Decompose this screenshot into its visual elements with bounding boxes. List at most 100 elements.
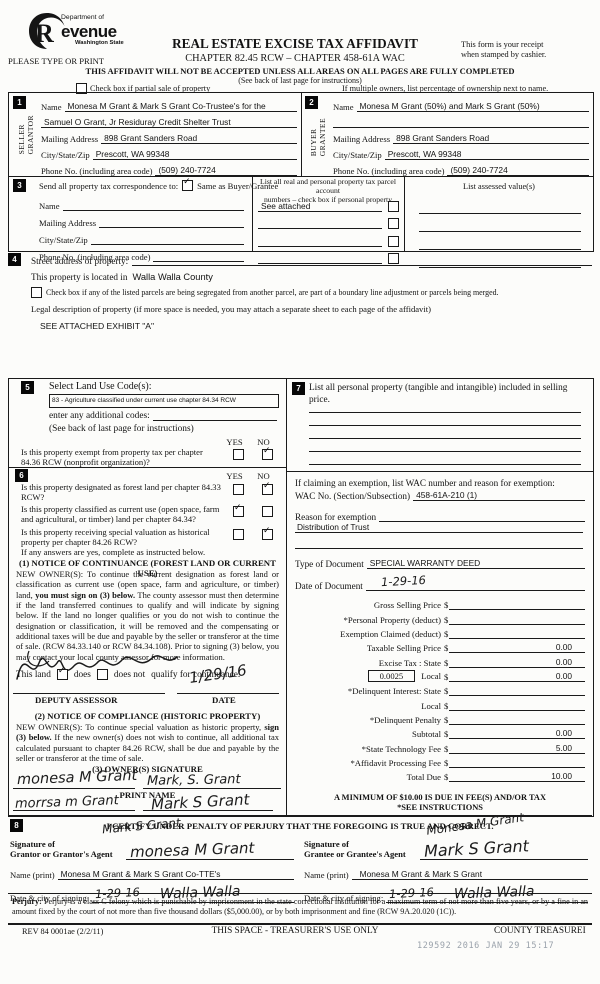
personal-property-checkbox[interactable] (388, 201, 399, 213)
same-as-buyer-checkbox[interactable]: ✓ (182, 178, 194, 191)
grantee-signature-line[interactable] (420, 859, 588, 860)
land-use-code-select[interactable]: 83 - Agriculture classified under curren… (49, 394, 279, 408)
does-checkbox[interactable]: ✓ (56, 667, 68, 680)
reason-field[interactable] (379, 511, 585, 522)
seller-grantor-vertical-label: SELLER GRANTOR (17, 115, 35, 155)
wac-number-field[interactable]: 458-61A-210 (1) (413, 490, 585, 501)
money-value-field[interactable]: 0.00 (449, 671, 585, 683)
assessed-value-field[interactable] (419, 250, 581, 268)
money-row: Exemption Claimed (deduct) $ (289, 625, 585, 640)
corr-phone-field[interactable] (153, 251, 244, 262)
money-value-field[interactable]: 0.00 (449, 728, 585, 740)
money-label: Local (421, 671, 441, 682)
does-label: does (73, 669, 91, 680)
seller-name-field[interactable]: Monesa M Grant & Mark S Grant Co-Trustee… (64, 101, 297, 112)
seller-name-field-2[interactable]: Samuel O Grant, Jr Residuray Credit Shel… (41, 117, 297, 128)
yes-checkbox[interactable] (233, 528, 244, 540)
money-value-field[interactable] (449, 614, 585, 625)
money-label: *Personal Property (deduct) (343, 614, 441, 625)
money-value-field[interactable] (449, 757, 585, 769)
personal-property-field[interactable] (309, 438, 581, 439)
exempt-question-row: Is this property exempt from property ta… (21, 447, 283, 468)
no-checkbox[interactable]: ✓ (262, 526, 273, 540)
corr-citystatezip-field[interactable] (90, 234, 244, 245)
no-checkbox[interactable] (262, 506, 273, 518)
personal-property-field[interactable] (309, 451, 581, 452)
reason-line-3[interactable] (295, 548, 583, 549)
additional-codes-row: enter any additional codes: (49, 409, 277, 421)
section-4-badge: 4 (8, 253, 21, 266)
money-value-field[interactable]: 0.00 (449, 657, 585, 668)
no-checkbox[interactable]: ✓ (262, 481, 273, 495)
money-value-field[interactable] (449, 599, 585, 611)
personal-property-field[interactable] (309, 464, 581, 465)
dollar-sign: $ (444, 643, 449, 654)
county-field[interactable]: Walla Walla County (132, 272, 213, 282)
buyer-mailing-field[interactable]: 898 Grant Sanders Road (393, 133, 589, 144)
personal-property-checkbox[interactable] (388, 235, 399, 247)
money-value-field[interactable]: 0.00 (449, 642, 585, 654)
personal-property-checkbox[interactable] (388, 218, 399, 230)
owner-signature-line-2[interactable] (143, 788, 281, 789)
deputy-signature-line[interactable] (13, 693, 165, 694)
money-value-field[interactable] (449, 714, 585, 726)
yes-checkbox[interactable]: ✓ (233, 504, 244, 518)
check-icon: ✓ (263, 481, 271, 491)
assessed-value-field[interactable] (419, 214, 581, 232)
parcel-number-field[interactable]: See attached (258, 201, 382, 213)
dollar-sign: $ (444, 686, 449, 697)
exempt-no-checkbox[interactable]: ✓ (262, 447, 273, 460)
personal-property-checkbox[interactable] (388, 252, 399, 264)
buyer-phone-field[interactable]: (509) 240-7724 (447, 165, 589, 176)
assessed-values-header: List assessed value(s) (463, 182, 535, 191)
personal-property-field[interactable] (309, 425, 581, 426)
street-address-field[interactable] (132, 255, 592, 266)
section-6-badge: 6 (15, 469, 28, 482)
segregated-checkbox[interactable] (31, 287, 42, 298)
legal-description-value[interactable]: SEE ATTACHED EXHIBIT "A" (40, 321, 155, 331)
additional-codes-field[interactable] (152, 410, 277, 421)
grantee-date-city-field[interactable]: 1-29-16 Walla Walla (386, 884, 588, 903)
personal-property-field[interactable] (309, 412, 581, 413)
seller-citystatezip-field[interactable]: Prescott, WA 99348 (92, 149, 297, 160)
print-name-line-2[interactable] (143, 810, 273, 811)
money-label: Gross Selling Price (373, 600, 441, 611)
grantor-name-print-field[interactable]: Monesa M Grant & Mark S Grant Co-TTE's (57, 869, 294, 880)
money-value-field[interactable] (449, 700, 585, 711)
seller-mailing-field[interactable]: 898 Grant Sanders Road (101, 133, 297, 144)
money-value-field[interactable] (449, 685, 585, 697)
money-value-field[interactable]: 5.00 (449, 743, 585, 754)
parcel-number-field[interactable] (258, 236, 382, 247)
parcel-row: See attached (258, 195, 399, 213)
money-value-field[interactable] (449, 628, 585, 640)
grantee-name-print-field[interactable]: Monesa M Grant & Mark S Grant (351, 869, 588, 880)
grantee-signature-extra: Monesa M Grant (425, 810, 525, 838)
partial-sale-checkbox[interactable] (76, 83, 87, 94)
parcel-number-field[interactable] (258, 253, 382, 264)
date-of-document-field[interactable]: 1-29-16 (365, 572, 585, 591)
corr-mailing-field[interactable] (99, 217, 244, 228)
parcel-row (258, 229, 399, 247)
dollar-sign: $ (444, 672, 449, 683)
assessed-value-field[interactable] (419, 196, 581, 214)
exempt-yes-checkbox[interactable] (233, 449, 244, 460)
does-not-checkbox[interactable] (96, 669, 108, 680)
grantor-date-city-field[interactable]: 1-29-16 Walla Walla (92, 884, 294, 903)
reason-line-2[interactable] (295, 532, 583, 533)
print-name-line-1[interactable] (13, 810, 135, 811)
seller-phone-field[interactable]: (509) 240-7724 (155, 165, 297, 176)
grantor-signature-line[interactable] (126, 859, 294, 860)
seller-phone-label: Phone No. (including area code) (41, 166, 153, 176)
owner-signature-line-1[interactable] (13, 788, 135, 789)
section-8: 8 I CERTIFY UNDER PENALTY OF PERJURY THA… (8, 810, 592, 903)
type-of-document-field[interactable]: SPECIAL WARRANTY DEED (366, 558, 585, 569)
buyer-name-field[interactable]: Monesa M Grant (50%) and Mark S Grant (5… (356, 101, 589, 112)
buyer-name-field-2[interactable] (333, 117, 589, 128)
yes-checkbox[interactable] (233, 484, 244, 495)
buyer-citystatezip-field[interactable]: Prescott, WA 99348 (384, 149, 589, 160)
parcel-number-field[interactable] (258, 218, 382, 230)
assessed-value-field[interactable] (419, 232, 581, 250)
money-value-field[interactable]: 10.00 (449, 771, 585, 783)
corr-name-field[interactable] (62, 200, 244, 211)
deputy-date-line[interactable] (177, 693, 279, 694)
